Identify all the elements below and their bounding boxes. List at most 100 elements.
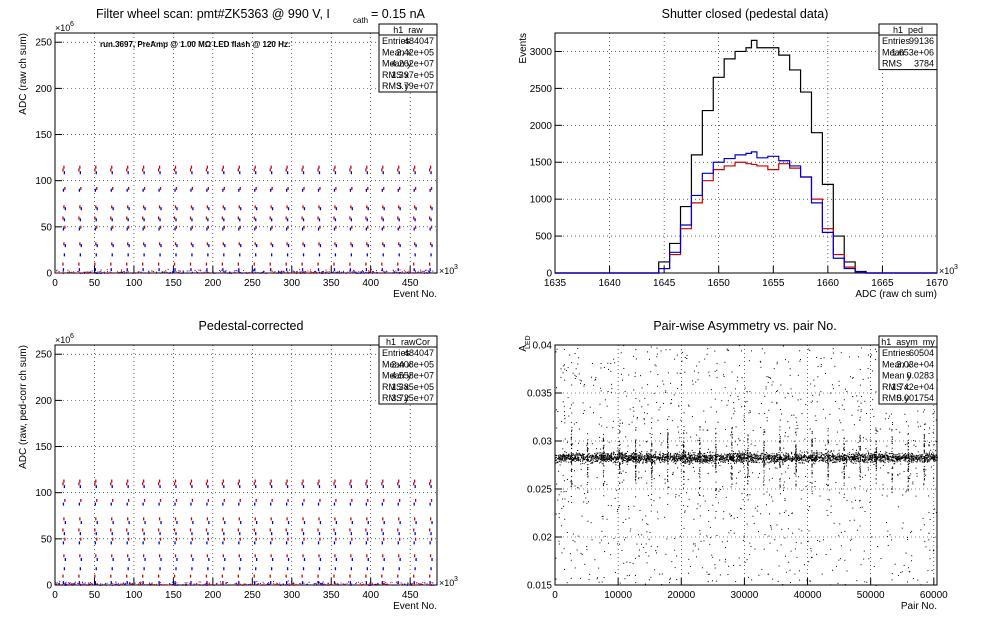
data-point-low	[325, 269, 327, 271]
data-point-low	[323, 583, 325, 585]
data-point-low	[78, 272, 80, 274]
data-point-band	[648, 456, 650, 458]
data-point-band	[717, 462, 719, 464]
data-point-band	[693, 458, 695, 460]
data-point-low	[276, 272, 278, 274]
data-point-band	[726, 455, 728, 457]
data-point-band	[601, 459, 603, 461]
data-point-band	[769, 454, 771, 456]
data-point-band	[887, 458, 889, 460]
data-point-low	[72, 583, 74, 585]
data-point-band	[751, 456, 753, 458]
data-point-low	[368, 582, 370, 584]
series-line-0	[555, 39, 937, 274]
data-point-band	[648, 453, 650, 455]
data-point-band	[856, 456, 858, 458]
data-point-band	[738, 455, 740, 457]
data-point-low	[264, 584, 266, 586]
data-point-low	[88, 584, 90, 586]
data-point-low	[85, 271, 87, 273]
data-point-band	[603, 455, 605, 457]
data-point-band	[916, 460, 918, 462]
data-point-band	[788, 455, 790, 457]
data-point-band	[806, 460, 808, 462]
data-point-band	[900, 463, 902, 465]
data-point-band	[807, 456, 809, 458]
data-point-band	[572, 460, 574, 462]
data-point-band	[624, 452, 626, 454]
data-point-band	[643, 459, 645, 461]
data-point-band	[652, 456, 654, 458]
x-tick-label: 0	[52, 590, 58, 601]
data-point-low	[253, 272, 255, 274]
data-point-low	[361, 584, 363, 586]
data-point-low	[195, 584, 197, 586]
data-point-low	[283, 270, 285, 272]
data-point-band	[739, 460, 741, 462]
data-point-low	[312, 272, 314, 274]
data-point-band	[858, 451, 860, 453]
data-point-low	[263, 270, 265, 272]
data-point-band	[792, 456, 794, 458]
stats-row-label: Mean y	[382, 371, 412, 381]
data-point-band	[762, 458, 764, 460]
data-point-band	[591, 456, 593, 458]
data-point-band	[630, 459, 632, 461]
data-point-band	[774, 459, 776, 461]
data-point-band	[886, 452, 888, 454]
data-point-low	[77, 270, 79, 272]
data-point-band	[730, 456, 732, 458]
data-point-band	[809, 455, 811, 457]
data-point-band	[759, 458, 761, 460]
data-point-band	[615, 456, 617, 458]
stats-row-label: Mean	[882, 47, 905, 57]
data-point-low	[64, 584, 66, 586]
data-point-band	[611, 453, 613, 455]
data-point-low	[251, 270, 253, 272]
data-point-low	[122, 582, 124, 584]
data-point-low	[86, 584, 88, 586]
data-point-band	[612, 451, 614, 453]
data-point-low	[414, 584, 416, 586]
data-point-band	[845, 463, 847, 465]
data-point-band	[706, 458, 708, 460]
data-point-band	[883, 455, 885, 457]
data-point-low	[412, 583, 414, 585]
data-point-low	[152, 584, 154, 586]
data-point-band	[916, 454, 918, 456]
data-point-band	[772, 460, 774, 462]
data-point-band	[607, 458, 609, 460]
data-point-band	[698, 456, 700, 458]
data-point-band	[896, 461, 898, 463]
data-point-low	[259, 582, 261, 584]
data-point-band	[777, 454, 779, 456]
data-point-band	[761, 461, 763, 463]
data-point-band	[765, 455, 767, 457]
data-point-band	[889, 456, 891, 458]
data-point-band	[601, 458, 603, 460]
data-point-low	[361, 582, 363, 584]
data-point-low	[300, 272, 302, 274]
data-point-band	[886, 454, 888, 456]
data-point-band	[708, 462, 710, 464]
data-point-band	[761, 452, 763, 454]
data-point-band	[568, 455, 570, 457]
data-point-band	[618, 451, 620, 453]
data-point-band	[764, 462, 766, 464]
data-point-band	[577, 454, 579, 456]
data-point-low	[287, 271, 289, 273]
data-point-band	[670, 456, 672, 458]
data-point-low	[350, 271, 352, 273]
data-point-band	[879, 456, 881, 458]
data-point-low	[265, 272, 267, 274]
data-point-band	[849, 456, 851, 458]
data-point-band	[911, 458, 913, 460]
data-point-band	[851, 456, 853, 458]
data-point-band	[638, 455, 640, 457]
data-point-band	[605, 458, 607, 460]
data-point-low	[374, 583, 376, 585]
data-point-band	[786, 459, 788, 461]
x-tick-label: 350	[323, 590, 340, 601]
data-point-band	[911, 455, 913, 457]
data-point-band	[794, 456, 796, 458]
